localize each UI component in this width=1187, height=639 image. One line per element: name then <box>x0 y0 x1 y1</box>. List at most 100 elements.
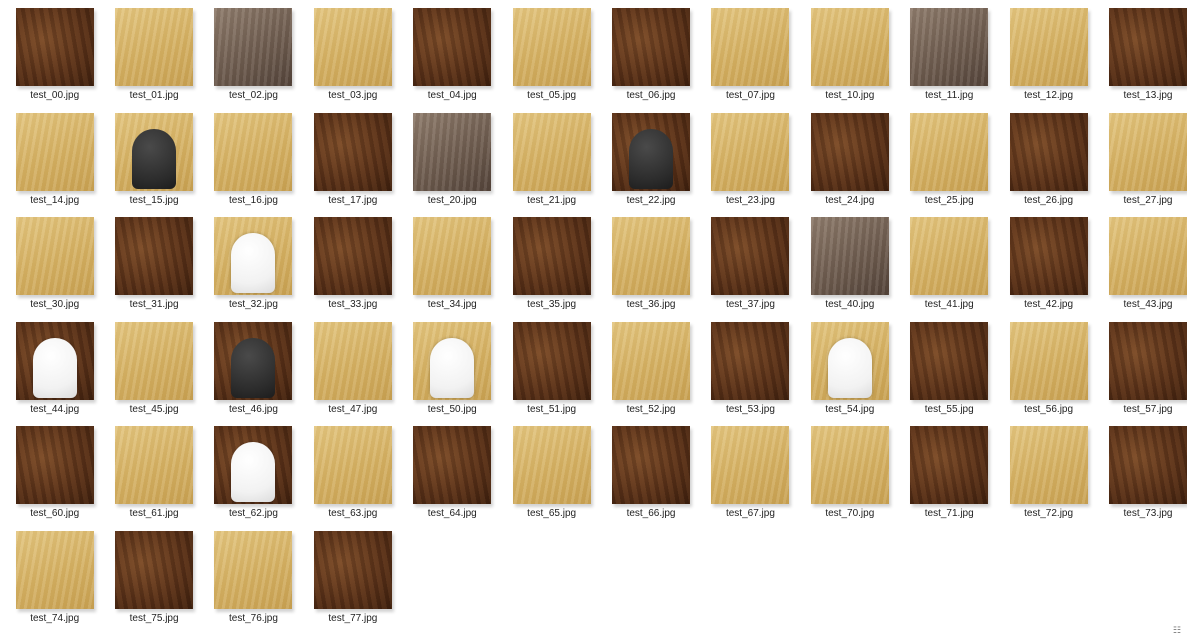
file-item[interactable]: test_53.jpg <box>701 320 800 425</box>
file-item[interactable]: test_31.jpg <box>104 215 203 320</box>
file-thumbnail[interactable] <box>214 217 293 296</box>
file-thumbnail[interactable] <box>612 217 691 296</box>
file-item[interactable]: test_43.jpg <box>1098 215 1187 320</box>
file-thumbnail[interactable] <box>1009 8 1088 86</box>
file-item[interactable]: test_33.jpg <box>303 215 402 320</box>
file-thumbnail[interactable] <box>15 8 94 86</box>
file-item[interactable]: test_11.jpg <box>900 6 999 111</box>
file-thumbnail[interactable] <box>1108 217 1187 296</box>
file-thumbnail[interactable] <box>810 8 889 86</box>
file-item[interactable]: test_50.jpg <box>403 320 502 425</box>
file-thumbnail[interactable] <box>15 112 94 191</box>
file-thumbnail[interactable] <box>612 8 691 86</box>
file-thumbnail[interactable] <box>214 426 293 505</box>
file-item[interactable]: test_42.jpg <box>999 215 1098 320</box>
file-item[interactable]: test_32.jpg <box>204 215 303 320</box>
file-thumbnail[interactable] <box>711 321 790 400</box>
file-thumbnail[interactable] <box>1009 112 1088 191</box>
file-thumbnail[interactable] <box>810 426 889 505</box>
file-item[interactable]: test_77.jpg <box>303 529 402 634</box>
file-thumbnail[interactable] <box>313 426 392 505</box>
file-thumbnail[interactable] <box>1108 426 1187 505</box>
file-item[interactable]: test_25.jpg <box>900 111 999 216</box>
file-item[interactable]: test_27.jpg <box>1098 111 1187 216</box>
file-thumbnail[interactable] <box>15 530 94 609</box>
file-thumbnail[interactable] <box>115 217 194 296</box>
file-thumbnail[interactable] <box>214 530 293 609</box>
file-item[interactable]: test_35.jpg <box>502 215 601 320</box>
file-item[interactable]: test_74.jpg <box>5 529 104 634</box>
file-item[interactable]: test_67.jpg <box>701 424 800 529</box>
file-thumbnail[interactable] <box>115 112 194 191</box>
file-item[interactable]: test_03.jpg <box>303 6 402 111</box>
file-item[interactable]: test_17.jpg <box>303 111 402 216</box>
file-thumbnail[interactable] <box>313 112 392 191</box>
file-thumbnail[interactable] <box>910 217 989 296</box>
file-item[interactable]: test_13.jpg <box>1098 6 1187 111</box>
file-thumbnail[interactable] <box>711 426 790 505</box>
file-item[interactable]: test_44.jpg <box>5 320 104 425</box>
file-item[interactable]: test_75.jpg <box>104 529 203 634</box>
file-thumbnail[interactable] <box>1009 321 1088 400</box>
file-item[interactable]: test_65.jpg <box>502 424 601 529</box>
file-item[interactable]: test_15.jpg <box>104 111 203 216</box>
file-item[interactable]: test_01.jpg <box>104 6 203 111</box>
file-thumbnail[interactable] <box>115 530 194 609</box>
file-thumbnail[interactable] <box>711 8 790 86</box>
file-thumbnail[interactable] <box>512 426 591 505</box>
file-item[interactable]: test_54.jpg <box>800 320 899 425</box>
file-thumbnail[interactable] <box>612 321 691 400</box>
file-thumbnail[interactable] <box>115 8 194 86</box>
file-item[interactable]: test_45.jpg <box>104 320 203 425</box>
file-thumbnail[interactable] <box>1108 321 1187 400</box>
file-item[interactable]: test_00.jpg <box>5 6 104 111</box>
file-item[interactable]: test_20.jpg <box>403 111 502 216</box>
file-item[interactable]: test_47.jpg <box>303 320 402 425</box>
file-thumbnail[interactable] <box>512 112 591 191</box>
file-thumbnail[interactable] <box>910 426 989 505</box>
file-item[interactable]: test_22.jpg <box>601 111 700 216</box>
file-thumbnail[interactable] <box>413 426 492 505</box>
file-thumbnail[interactable] <box>214 321 293 400</box>
file-item[interactable]: test_51.jpg <box>502 320 601 425</box>
file-item[interactable]: test_04.jpg <box>403 6 502 111</box>
file-item[interactable]: test_26.jpg <box>999 111 1098 216</box>
file-thumbnail[interactable] <box>15 426 94 505</box>
file-item[interactable]: test_02.jpg <box>204 6 303 111</box>
file-thumbnail[interactable] <box>313 321 392 400</box>
file-item[interactable]: test_16.jpg <box>204 111 303 216</box>
file-thumbnail[interactable] <box>413 112 492 191</box>
file-item[interactable]: test_10.jpg <box>800 6 899 111</box>
file-thumbnail[interactable] <box>612 112 691 191</box>
file-thumbnail[interactable] <box>711 217 790 296</box>
file-thumbnail[interactable] <box>413 217 492 296</box>
file-item[interactable]: test_05.jpg <box>502 6 601 111</box>
file-thumbnail[interactable] <box>810 321 889 400</box>
file-item[interactable]: test_71.jpg <box>900 424 999 529</box>
file-item[interactable]: test_57.jpg <box>1098 320 1187 425</box>
file-thumbnail[interactable] <box>214 8 293 86</box>
file-item[interactable]: test_61.jpg <box>104 424 203 529</box>
file-thumbnail[interactable] <box>1009 426 1088 505</box>
file-item[interactable]: test_64.jpg <box>403 424 502 529</box>
file-thumbnail[interactable] <box>910 321 989 400</box>
file-thumbnail[interactable] <box>15 321 94 400</box>
file-thumbnail[interactable] <box>910 112 989 191</box>
file-thumbnail[interactable] <box>512 217 591 296</box>
file-item[interactable]: test_36.jpg <box>601 215 700 320</box>
file-thumbnail[interactable] <box>810 217 889 296</box>
file-item[interactable]: test_40.jpg <box>800 215 899 320</box>
file-thumbnail[interactable] <box>810 112 889 191</box>
file-item[interactable]: test_62.jpg <box>204 424 303 529</box>
file-thumbnail[interactable] <box>413 8 492 86</box>
file-item[interactable]: test_30.jpg <box>5 215 104 320</box>
file-item[interactable]: test_66.jpg <box>601 424 700 529</box>
file-item[interactable]: test_34.jpg <box>403 215 502 320</box>
file-item[interactable]: test_52.jpg <box>601 320 700 425</box>
file-thumbnail[interactable] <box>313 8 392 86</box>
file-item[interactable]: test_14.jpg <box>5 111 104 216</box>
file-thumbnail[interactable] <box>1108 112 1187 191</box>
file-item[interactable]: test_41.jpg <box>900 215 999 320</box>
file-thumbnail[interactable] <box>1009 217 1088 296</box>
file-thumbnail[interactable] <box>612 426 691 505</box>
